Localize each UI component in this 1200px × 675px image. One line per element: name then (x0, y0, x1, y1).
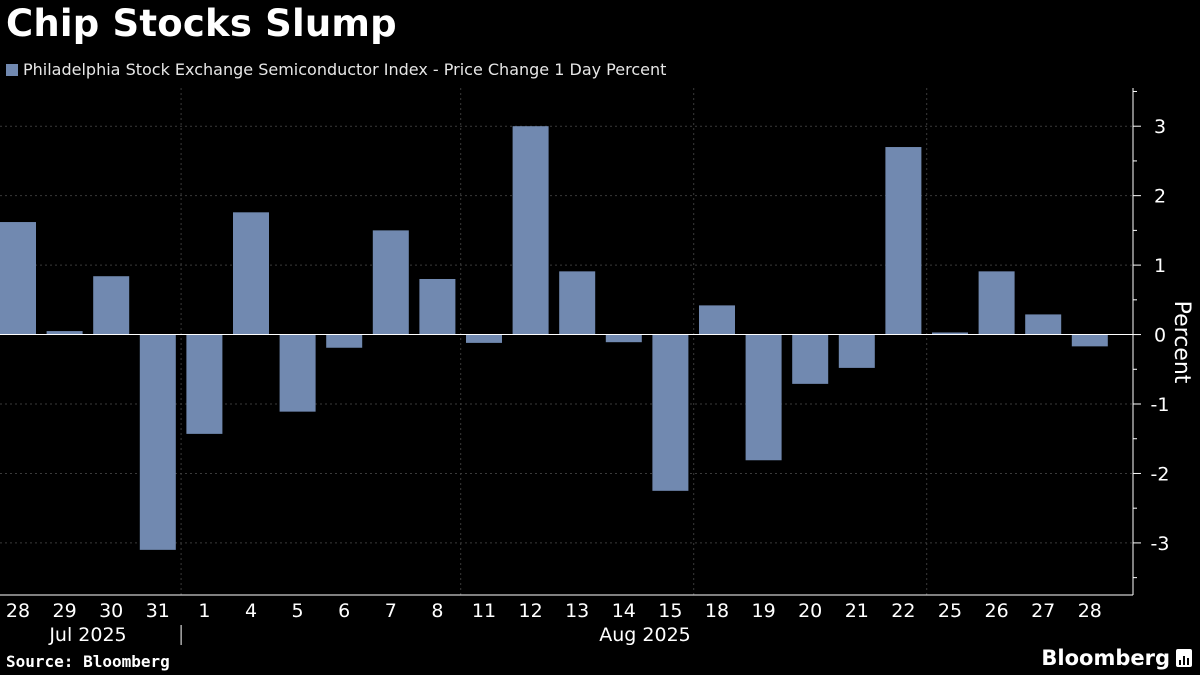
y-tick-label: 3 (1154, 116, 1166, 138)
y-tick-label: 0 (1154, 325, 1166, 347)
y-tick-label: -1 (1151, 394, 1170, 416)
x-tick-label: 5 (292, 600, 304, 622)
x-tick-label: 25 (938, 600, 962, 622)
y-tick-label: 2 (1154, 186, 1166, 208)
x-tick-label: 30 (99, 600, 123, 622)
bar-13 (559, 271, 596, 335)
bar-14 (605, 334, 642, 343)
bar-6 (326, 334, 363, 348)
legend: Philadelphia Stock Exchange Semiconducto… (6, 60, 666, 79)
bar-22 (885, 147, 922, 335)
x-tick-label: 21 (845, 600, 869, 622)
bar-7 (372, 230, 409, 335)
x-tick-label: 29 (53, 600, 77, 622)
bar-4 (233, 212, 269, 335)
bar-1 (186, 334, 223, 434)
bar-29 (46, 331, 83, 335)
bar-25 (932, 332, 968, 335)
legend-swatch (6, 63, 18, 76)
x-tick-label: 14 (612, 600, 636, 622)
bar-27 (1025, 314, 1062, 335)
month-label: Aug 2025 (599, 624, 691, 646)
x-tick-label: 11 (472, 600, 496, 622)
x-tick-label: 4 (245, 600, 257, 622)
bar-26 (978, 271, 1015, 335)
bar-8 (419, 278, 456, 335)
bar-28 (0, 222, 36, 335)
brand-name: Bloomberg (1041, 646, 1170, 670)
x-tick-label: 7 (385, 600, 397, 622)
x-tick-label: 8 (431, 600, 443, 622)
bar-12 (512, 126, 549, 335)
bar-11 (466, 334, 502, 343)
x-tick-label: 18 (705, 600, 729, 622)
x-tick-label: 19 (752, 600, 776, 622)
bar-30 (93, 276, 130, 335)
bar-15 (652, 334, 689, 491)
x-tick-label: 12 (519, 600, 543, 622)
x-tick-label: 20 (798, 600, 822, 622)
bar-28 (1071, 334, 1108, 347)
bloomberg-chart-icon (1176, 649, 1192, 667)
x-tick-label: 13 (565, 600, 589, 622)
bar-31 (139, 334, 176, 550)
y-tick-label: -3 (1151, 533, 1170, 555)
x-tick-label: 1 (198, 600, 210, 622)
chart-title: Chip Stocks Slump (6, 2, 397, 45)
month-label: Jul 2025 (48, 624, 126, 646)
y-tick-label: 1 (1154, 255, 1166, 277)
y-axis-label: Percent (1169, 301, 1194, 384)
bar-19 (745, 334, 782, 461)
x-tick-label: 6 (338, 600, 350, 622)
bar-21 (838, 334, 875, 368)
x-tick-label: 31 (146, 600, 170, 622)
x-tick-label: 22 (891, 600, 915, 622)
bar-20 (792, 334, 829, 384)
x-tick-label: 27 (1031, 600, 1055, 622)
y-tick-label: -2 (1151, 463, 1170, 485)
bar-5 (279, 334, 316, 412)
source-note: Source: Bloomberg (6, 652, 170, 671)
x-tick-label: 26 (985, 600, 1009, 622)
legend-label: Philadelphia Stock Exchange Semiconducto… (23, 60, 667, 79)
x-tick-label: 28 (6, 600, 30, 622)
bloomberg-logo: Bloomberg (1041, 646, 1192, 670)
x-tick-label: 15 (658, 600, 682, 622)
bar-18 (699, 305, 735, 335)
x-tick-label: 28 (1078, 600, 1102, 622)
